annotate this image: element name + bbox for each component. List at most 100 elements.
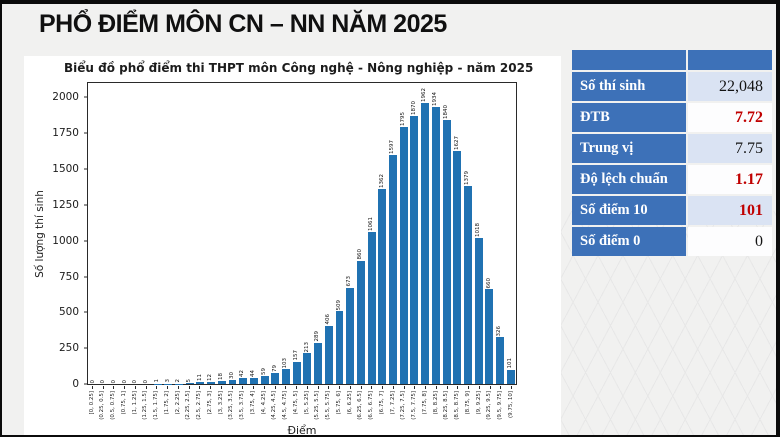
x-tick-label: (0.25, 0.5] [99,391,106,420]
x-tick-label: (4.5, 4.75] [282,391,289,420]
bar-column: 5 [184,83,195,384]
x-tick-mark [382,386,384,389]
x-tick-label: (5, 5.25] [303,391,310,415]
bar-value-label: 289 [314,331,321,342]
y-tick-label: 1750 [52,127,79,140]
bar-value-label: 0 [132,379,139,384]
x-tick-mark [177,386,179,389]
x-tick-label: (2, 2.25] [174,391,181,415]
bar-value-label: 5 [185,378,192,383]
x-tick: (0.75, 1] [119,386,130,415]
y-tick-label: 1000 [52,234,79,247]
x-tick: (3.25, 3.5] [227,386,238,420]
x-tick: (1.75, 2] [162,386,173,415]
bar-value-label: 1597 [389,140,396,155]
bar-column: 0 [109,83,120,384]
x-tick-label: (8, 8.25] [432,391,439,415]
x-tick: (5.25, 5.5] [313,386,324,420]
x-tick: (6, 6.25] [345,386,356,415]
x-tick-mark [231,386,233,389]
x-tick: (6.5, 6.75] [367,386,378,420]
bar-column: 213 [302,83,313,384]
x-tick-mark [253,386,255,389]
bar-column: 157 [291,83,302,384]
x-tick: (5, 5.25] [302,386,313,415]
x-tick: (7, 7.25] [388,386,399,415]
bar-column: 673 [345,83,356,384]
x-tick-label: (6.75, 7] [378,391,385,415]
x-tick-label: (7.75, 8] [421,391,428,415]
y-axis-label: Số lượng thí sinh [34,189,46,278]
bar-column: 0 [99,83,110,384]
x-tick-mark [500,386,502,389]
bar [324,325,333,384]
bar [474,238,483,384]
y-tick-label: 1250 [52,198,79,211]
bar [356,260,365,384]
bar [228,379,237,384]
x-tick: (8, 8.25] [431,386,442,415]
x-tick-mark [285,386,287,389]
bar-value-label: 326 [496,325,503,337]
x-tick-label: (3.5, 3.75] [239,391,246,420]
bar-column: 11 [195,83,206,384]
bar-value-label: 0 [89,379,96,384]
bar [185,383,194,384]
bar [239,377,248,384]
x-tick-label: (1.5, 1.75] [153,391,160,420]
x-tick: (1, 1.25] [130,386,141,415]
y-tick-mark [84,383,88,385]
bar-column: 79 [270,83,281,384]
bar-column: 326 [495,83,506,384]
bar-value-label: 1795 [399,111,406,126]
x-tick-mark [134,386,136,389]
bar [217,381,226,384]
x-tick-label: (5.25, 5.5] [314,391,321,420]
x-tick: (3.5, 3.75] [238,386,249,420]
x-tick: (2.25, 2.5] [184,386,195,420]
stats-header-cell [688,50,772,70]
x-tick: (6.75, 7] [377,386,388,415]
bar-column: 59 [259,83,270,384]
x-tick-label: (9.25, 9.5] [486,391,493,420]
x-tick: (6.25, 6.5] [356,386,367,420]
x-tick: (7.5, 7.75] [410,386,421,420]
stat-label: Độ lệch chuẩn [572,165,686,194]
y-tick-label: 750 [58,270,79,283]
x-tick-mark [242,386,244,389]
x-tick: (9.25, 9.5] [485,386,496,420]
bar-value-label: 1934 [432,91,439,106]
x-tick-label: (7.5, 7.75] [411,391,418,420]
bar [442,120,451,384]
y-tick-label: 0 [72,378,79,390]
bar-value-label: 157 [292,350,299,361]
y-tick-mark [84,347,88,349]
bar-column: 1018 [473,83,484,384]
y-tick-label: 250 [58,342,79,355]
bar-column: 1379 [463,83,474,384]
bar-value-label: 1 [153,379,160,383]
x-tick-mark [446,386,448,389]
x-tick: (0.25, 0.5] [98,386,109,420]
bar-column: 1 [152,83,163,384]
bar [271,372,280,384]
bar-value-label: 1870 [410,100,417,115]
bar [431,106,440,384]
bar-column: 509 [334,83,345,384]
x-tick-label: (5.75, 6] [335,391,342,415]
x-tick: (8.75, 9] [463,386,474,415]
bar-value-label: 213 [303,341,310,353]
bar-value-label: 0 [143,379,150,384]
bar [464,186,472,384]
bar [335,311,344,384]
x-tick-label: (1.75, 2] [163,391,170,415]
x-tick: (1.25, 1.5] [141,386,152,420]
bar-value-label: 1962 [421,87,428,102]
x-tick-mark [188,386,190,389]
page-title: PHỔ ĐIỂM MÔN CN – NN NĂM 2025 [39,10,447,38]
bar-value-label: 673 [346,276,353,287]
x-tick-mark [468,386,470,389]
x-tick: (1.5, 1.75] [152,386,163,420]
bar-value-label: 79 [271,364,278,372]
x-tick-mark [145,386,147,389]
